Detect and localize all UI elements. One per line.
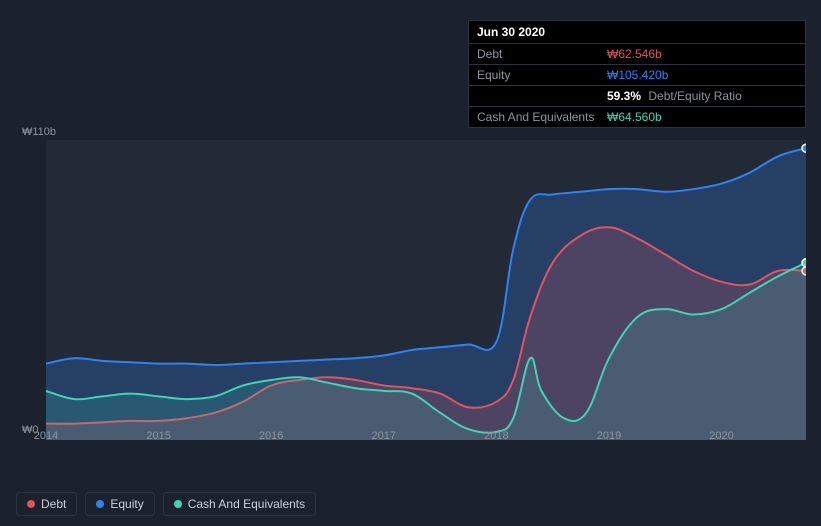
chart-plot-area[interactable]	[46, 140, 806, 440]
chart-tooltip: Jun 30 2020 Debt ₩62.546b Equity ₩105.42…	[468, 20, 806, 128]
chart-legend: Debt Equity Cash And Equivalents	[16, 492, 316, 516]
tooltip-label: Cash And Equivalents	[477, 110, 607, 124]
legend-swatch-icon	[174, 500, 182, 508]
legend-swatch-icon	[27, 500, 35, 508]
x-axis-tick: 2019	[597, 430, 621, 442]
tooltip-row-ratio: 59.3% Debt/Equity Ratio	[469, 86, 805, 107]
tooltip-ratio-label: Debt/Equity Ratio	[648, 89, 741, 103]
x-axis-tick: 2020	[709, 430, 733, 442]
tooltip-label: Debt	[477, 47, 607, 61]
tooltip-value: ₩62.546b	[607, 47, 662, 61]
tooltip-value: ₩64.560b	[607, 110, 662, 124]
legend-label: Debt	[41, 497, 66, 511]
x-axis-labels: 2014201520162017201820192020	[46, 430, 806, 446]
x-axis-tick: 2016	[259, 430, 283, 442]
legend-swatch-icon	[96, 500, 104, 508]
tooltip-value: ₩105.420b	[607, 68, 668, 82]
legend-item-equity[interactable]: Equity	[85, 492, 154, 516]
x-axis-tick: 2018	[484, 430, 508, 442]
legend-item-cash[interactable]: Cash And Equivalents	[163, 492, 316, 516]
tooltip-row-equity: Equity ₩105.420b	[469, 65, 805, 86]
y-axis-label-top: ₩110b	[22, 126, 56, 138]
x-axis-tick: 2014	[34, 430, 58, 442]
tooltip-label	[477, 89, 607, 103]
tooltip-row-debt: Debt ₩62.546b	[469, 44, 805, 65]
x-axis-tick: 2015	[146, 430, 170, 442]
tooltip-row-cash: Cash And Equivalents ₩64.560b	[469, 107, 805, 127]
legend-label: Equity	[110, 497, 143, 511]
legend-item-debt[interactable]: Debt	[16, 492, 77, 516]
legend-label: Cash And Equivalents	[188, 497, 305, 511]
tooltip-date: Jun 30 2020	[469, 21, 805, 44]
x-axis-tick: 2017	[372, 430, 396, 442]
tooltip-label: Equity	[477, 68, 607, 82]
tooltip-ratio-pct: 59.3%	[607, 89, 641, 103]
chart-container: ₩110b ₩0 2014201520162017201820192020	[16, 120, 806, 480]
